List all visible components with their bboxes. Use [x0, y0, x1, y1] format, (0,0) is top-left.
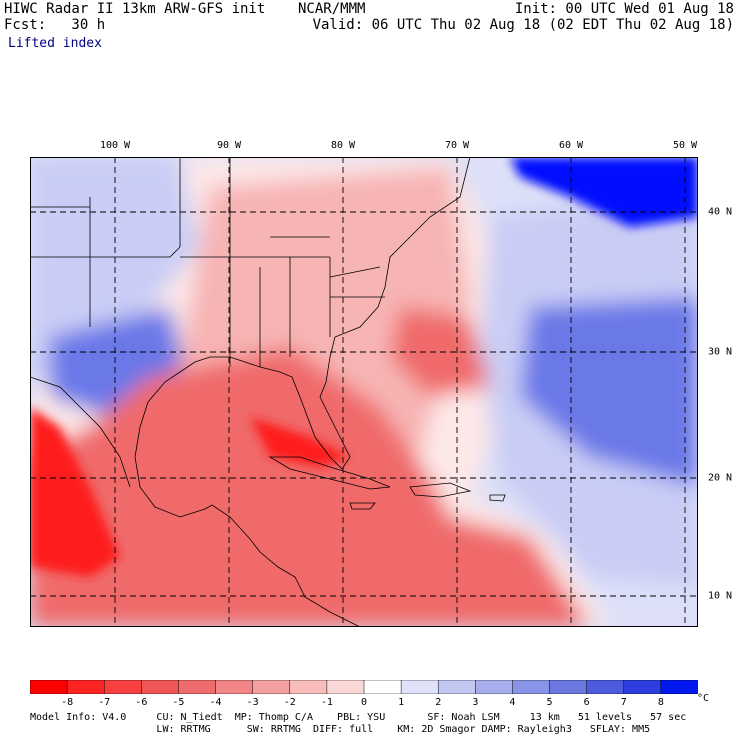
- colorbar-swatch: [586, 680, 625, 694]
- state-borders: [30, 157, 385, 367]
- colorbar-tick-label: -3: [246, 697, 259, 708]
- colorbar-swatch: [103, 680, 143, 694]
- extreme-stable-region-north-atlantic: [510, 157, 698, 227]
- model-info-line-2: LW: RRTMG SW: RRTMG DIFF: full KM: 2D Sm…: [30, 724, 651, 735]
- coastline-hispaniola: [409, 482, 472, 498]
- colorbar-swatch: [289, 680, 328, 694]
- colorbar-swatch: [178, 680, 217, 694]
- unstable-region-gulf-caribbean: [30, 347, 590, 627]
- colorbar-swatch: [475, 680, 514, 694]
- coastline-mexico-pacific: [30, 376, 131, 488]
- colorbar-swatch: [512, 680, 551, 694]
- map-frame: [30, 157, 698, 627]
- lon-label-100w: 100 W: [99, 140, 131, 151]
- colorbar-tick-label: 2: [435, 697, 442, 708]
- coastline-us-gulf: [134, 157, 471, 518]
- colorbar-swatch: [141, 680, 180, 694]
- lat-label-20n: 20 N: [708, 472, 733, 484]
- model-info-line-1: Model Info: V4.0 CU: N_Tiedt MP: Thomp C…: [30, 712, 687, 723]
- coastline-cuba: [268, 456, 391, 490]
- colorbar-swatch: [215, 680, 254, 694]
- valid-time: Valid: 06 UTC Thu 02 Aug 18 (02 EDT Thu …: [312, 17, 734, 33]
- forecast-hour: Fcst: 30 h: [4, 17, 106, 33]
- lon-label-70w: 70 W: [444, 140, 470, 151]
- colorbar-tick-label: -6: [135, 697, 148, 708]
- colorbar-tick-label: -4: [209, 697, 222, 708]
- colorbar-tick-label: 4: [509, 697, 516, 708]
- colorbar-tick-label: 8: [657, 697, 664, 708]
- chart-title: HIWC Radar II 13km ARW-GFS init: [4, 1, 266, 17]
- field-name: Lifted index: [8, 36, 102, 51]
- colorbar-swatch: [66, 680, 105, 694]
- colorbar-swatch: [400, 680, 439, 694]
- coastlines-and-borders: [30, 157, 506, 627]
- lon-label-90w: 90 W: [216, 140, 242, 151]
- colorbar-swatch: [326, 680, 365, 694]
- colorbar-tick-label: -5: [172, 697, 185, 708]
- coastline-central-america: [211, 504, 361, 627]
- colorbar-unit: °C: [697, 693, 710, 704]
- init-time: Init: 00 UTC Wed 01 Aug 18: [514, 1, 734, 17]
- strong-unstable-region-pacific-coast: [30, 407, 120, 577]
- colorbar-swatch: [437, 680, 477, 694]
- lon-label-60w: 60 W: [558, 140, 584, 151]
- colorbar-tick-label: -8: [61, 697, 74, 708]
- lon-label-50w: 50 W: [672, 140, 698, 151]
- organization-label: NCAR/MMM: [298, 1, 366, 17]
- colorbar-tick-label: 6: [583, 697, 590, 708]
- colorbar-tick-label: 1: [398, 697, 405, 708]
- lon-label-80w: 80 W: [330, 140, 356, 151]
- lat-label-10n: 10 N: [708, 590, 733, 602]
- colorbar-swatch: [363, 680, 402, 694]
- colorbar-swatch: [660, 680, 698, 694]
- colorbar-tick-label: -7: [98, 697, 111, 708]
- colorbar-tick-label: 7: [620, 697, 627, 708]
- colorbar-tick-label: -2: [283, 697, 296, 708]
- very-stable-region-atlantic: [520, 297, 698, 487]
- lat-label-30n: 30 N: [708, 346, 733, 358]
- colorbar-tick-label: 5: [546, 697, 553, 708]
- colorbar-swatch: [623, 680, 662, 694]
- colorbar: [30, 680, 698, 694]
- lat-label-40n: 40 N: [708, 206, 733, 218]
- coastline-jamaica: [349, 502, 376, 510]
- colorbar-tick-label: 0: [360, 697, 368, 708]
- colorbar-swatch: [252, 680, 291, 694]
- lifted-index-map: [30, 157, 698, 627]
- colorbar-tick-label: 3: [472, 697, 479, 708]
- lat-lon-gridlines: [30, 157, 698, 627]
- colorbar-tick-label: -1: [320, 697, 333, 708]
- coastline-puerto-rico: [489, 494, 506, 502]
- colorbar-swatch: [549, 680, 588, 694]
- colorbar-swatch: [30, 680, 68, 694]
- strong-unstable-region-gulf: [250, 417, 350, 467]
